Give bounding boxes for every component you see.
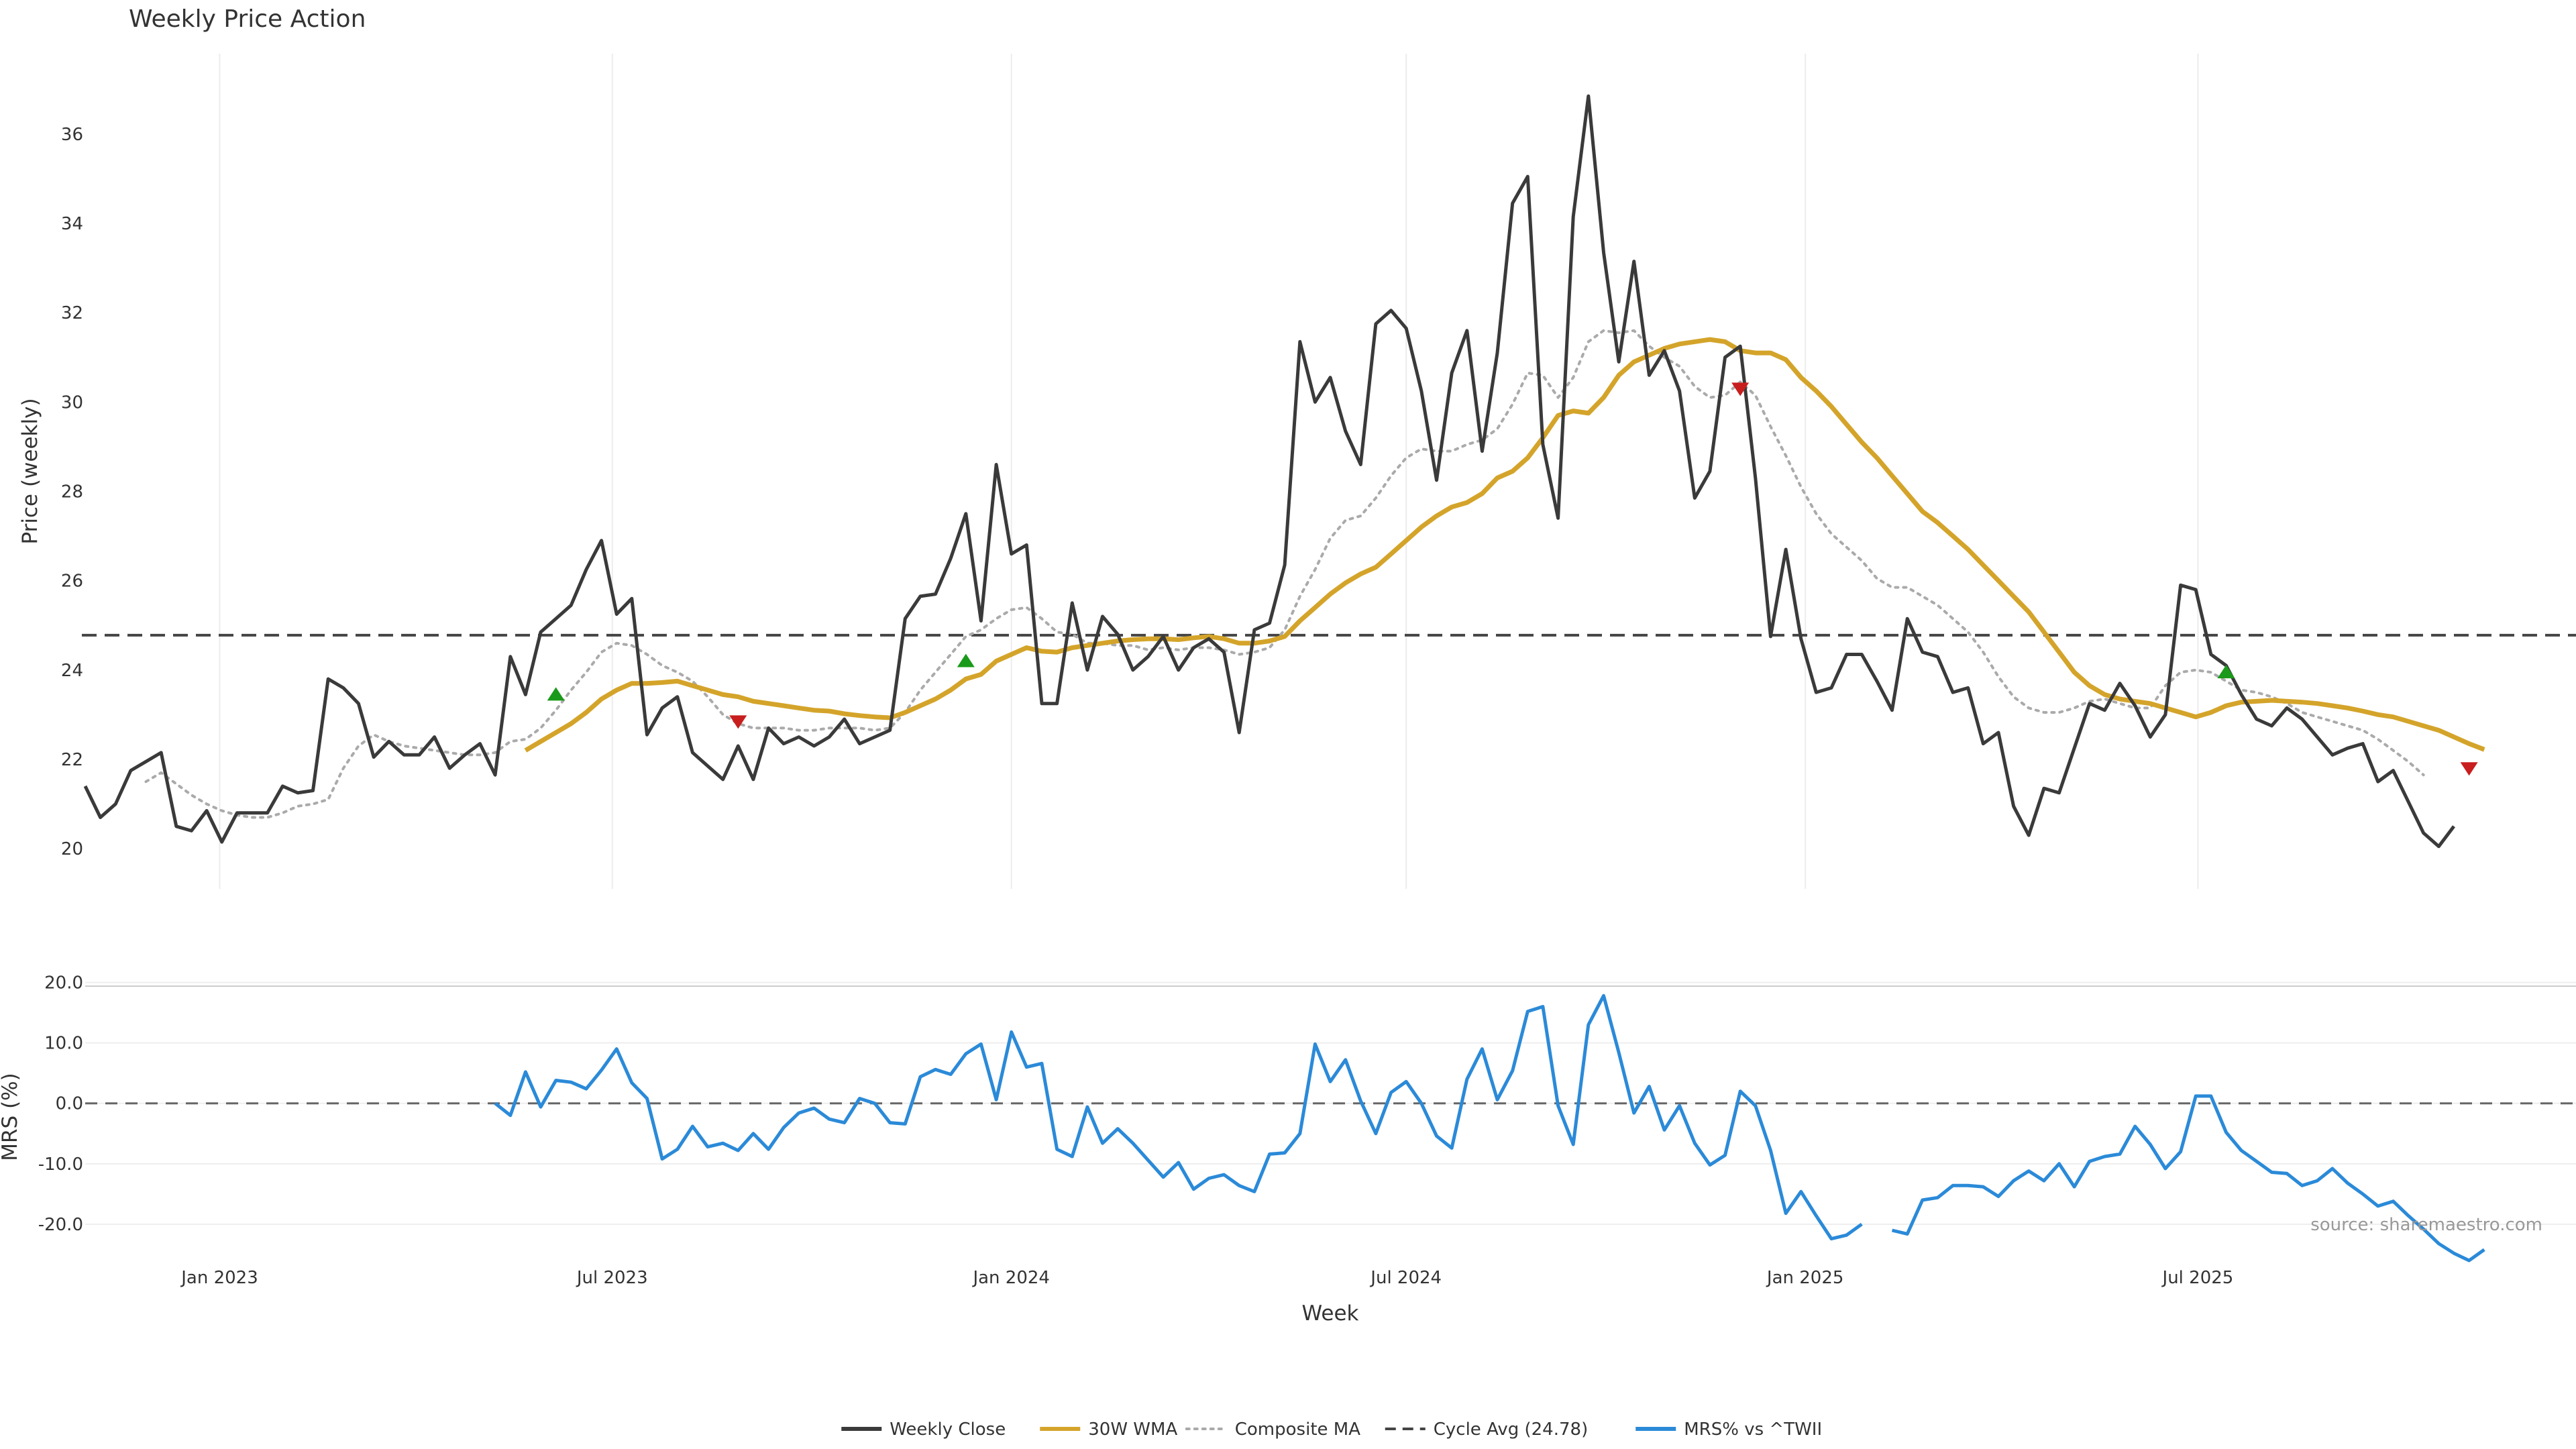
sell-signal-marker (729, 715, 747, 729)
buy-signal-marker (2217, 665, 2235, 679)
price-y-tick-label: 28 (61, 482, 83, 502)
x-tick-label: Jan 2024 (971, 1268, 1050, 1288)
mrs-y-tick-label: 10.0 (44, 1034, 83, 1054)
price-y-axis: 20 22 24 26 28 30 32 34 36 (61, 125, 83, 859)
mrs-y-gridlines: 20.0 10.0 0.0 -10.0 -20.0 (38, 973, 2576, 1235)
buy-signal-marker (547, 687, 565, 701)
buy-signal-marker (957, 653, 975, 667)
price-y-tick-label: 36 (61, 125, 83, 145)
legend-label: Weekly Close (890, 1419, 1006, 1440)
mrs-y-tick-label: 0.0 (56, 1094, 83, 1114)
price-y-tick-label: 20 (61, 839, 83, 859)
x-axis-title: Week (1302, 1301, 1359, 1326)
legend: Weekly Close 30W WMA Composite MA Cycle Avg… (841, 1419, 1822, 1440)
price-y-tick-label: 30 (61, 392, 83, 413)
sell-signal-marker (1731, 382, 1750, 396)
price-y-tick-label: 34 (61, 214, 83, 234)
weekly-close-line (83, 94, 2455, 849)
price-y-tick-label: 32 (61, 303, 83, 323)
x-axis: Jan 2023 Jul 2023 Jan 2024 Jul 2024 Jan 2025… (180, 1268, 2233, 1288)
legend-label: Cycle Avg (24.78) (1434, 1419, 1588, 1440)
x-tick-label: Jan 2025 (1766, 1268, 1844, 1288)
legend-label: MRS% vs ^TWII (1684, 1419, 1822, 1440)
chart-title: Weekly Price Action (129, 5, 366, 33)
x-tick-label: Jul 2023 (576, 1268, 648, 1288)
mrs-y-tick-label: -10.0 (38, 1155, 83, 1175)
sell-signal-marker (2460, 762, 2478, 776)
mrs-panel: 20.0 10.0 0.0 -10.0 -20.0 MRS (%) source: sh… (0, 973, 2576, 1263)
x-tick-label: Jan 2023 (180, 1268, 258, 1288)
legend-item: Composite MA (1185, 1419, 1360, 1440)
mrs-y-tick-label: 20.0 (44, 973, 83, 994)
legend-label: 30W WMA (1088, 1419, 1177, 1440)
legend-label: Composite MA (1235, 1419, 1360, 1440)
wma-30w-line (524, 337, 2485, 753)
legend-item: MRS% vs ^TWII (1635, 1419, 1822, 1440)
signal-markers (547, 382, 2478, 776)
legend-item: 30W WMA (1040, 1419, 1177, 1440)
source-label: source: sharemaestro.com (2310, 1215, 2542, 1235)
x-tick-label: Jul 2024 (1369, 1268, 1442, 1288)
price-panel: 20 22 24 26 28 30 32 34 36 Price (weekly) (18, 54, 2576, 889)
composite-ma-line (144, 329, 2425, 819)
legend-item: Cycle Avg (24.78) (1385, 1419, 1588, 1440)
price-x-gridlines (219, 54, 2199, 889)
mrs-y-tick-label: -20.0 (38, 1215, 83, 1235)
mrs-axis-title: MRS (%) (0, 1073, 22, 1161)
x-tick-label: Jul 2025 (2161, 1268, 2234, 1288)
price-y-tick-label: 26 (61, 572, 83, 592)
legend-item: Weekly Close (841, 1419, 1006, 1440)
price-y-tick-label: 22 (61, 750, 83, 770)
price-y-tick-label: 24 (61, 661, 83, 681)
mrs-line (494, 994, 2485, 1263)
price-axis-title: Price (weekly) (18, 398, 42, 544)
